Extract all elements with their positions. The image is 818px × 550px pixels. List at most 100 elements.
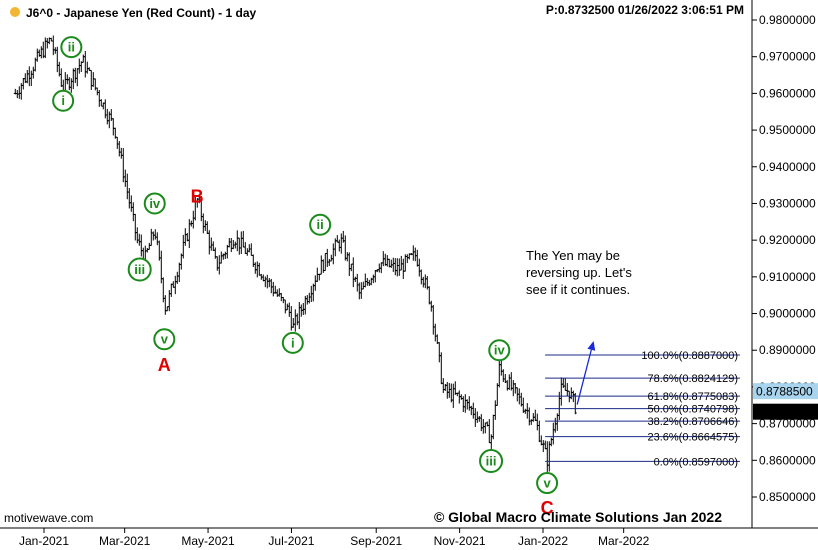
ohlc-bar — [239, 231, 243, 255]
x-tick-label: Nov-2021 — [434, 534, 486, 548]
ohlc-bar — [177, 262, 181, 283]
ohlc-bar — [223, 251, 227, 259]
y-tick-label: 0.9600000 — [759, 86, 816, 100]
ohlc-bar — [21, 78, 25, 90]
ohlc-bar — [287, 302, 291, 317]
ohlc-bar — [379, 262, 383, 274]
ohlc-bar — [249, 243, 253, 256]
ohlc-bar — [255, 261, 259, 278]
ohlc-bar — [351, 257, 355, 288]
ohlc-bar — [257, 262, 261, 276]
y-tick-label: 0.9400000 — [759, 160, 816, 174]
ohlc-bar — [543, 440, 547, 450]
ohlc-bar — [35, 48, 39, 62]
ohlc-bar — [429, 300, 433, 312]
ohlc-bar — [507, 374, 511, 390]
ohlc-bar — [237, 237, 241, 255]
ohlc-bar — [135, 227, 139, 244]
ohlc-bar — [553, 417, 557, 433]
ohlc-bar — [79, 61, 83, 72]
price-axis[interactable]: 0.9800000 0.9700000 0.9600000 0.9500000 0.94… — [752, 13, 818, 504]
ohlc-bar — [345, 252, 349, 262]
ohlc-bar — [125, 173, 129, 200]
ohlc-bar — [437, 342, 441, 363]
wave-label-circle — [143, 192, 166, 215]
ohlc-bar — [175, 271, 179, 284]
ohlc-bar — [251, 254, 255, 267]
annotation-line-2: reversing up. Let's — [526, 265, 632, 280]
ohlc-bar — [295, 313, 299, 326]
ohlc-bar — [363, 273, 367, 288]
wave-label-circle — [488, 339, 511, 362]
ohlc-bar — [147, 242, 151, 250]
y-tick-label: 0.8600000 — [759, 453, 816, 467]
fib-level-label: 50.0%(0.8740798) — [647, 404, 738, 416]
wave-label: i — [291, 335, 295, 350]
ohlc-bar — [133, 213, 137, 241]
ohlc-bar — [203, 220, 207, 231]
wave-label: iv — [149, 196, 161, 211]
ohlc-bar — [541, 440, 545, 453]
ohlc-bar — [343, 235, 347, 261]
ohlc-bar — [31, 66, 35, 79]
ohlc-bar — [505, 380, 509, 391]
fib-level-label: 100.0%(0.8887000) — [641, 350, 738, 362]
status-dot-icon — [10, 7, 20, 17]
ohlc-bar — [367, 279, 371, 287]
ohlc-bar — [373, 269, 377, 283]
ohlc-bar — [547, 441, 551, 472]
ohlc-bar — [211, 241, 215, 251]
ohlc-bar — [51, 35, 55, 56]
ohlc-bar — [219, 251, 223, 264]
ohlc-bar — [397, 258, 401, 276]
fib-level-label: 78.6%(0.8824129) — [647, 373, 738, 385]
ohlc-bar — [269, 278, 273, 294]
ohlc-bar — [347, 252, 351, 277]
ohlc-bar — [75, 68, 79, 87]
ohlc-bar — [353, 276, 357, 282]
ohlc-bar — [245, 248, 249, 256]
ohlc-bar — [217, 255, 221, 275]
ohlc-bar — [305, 295, 309, 305]
ohlc-bar — [477, 416, 481, 422]
ohlc-bar — [227, 237, 231, 248]
time-axis[interactable]: Jan-2021 Mar-2021 May-2021 Jul-2021 Sep-2021… — [19, 528, 650, 548]
ohlc-bar — [191, 210, 195, 229]
wave-label: v — [543, 476, 551, 491]
ohlc-bar — [433, 323, 437, 342]
ohlc-bar — [247, 244, 251, 253]
ohlc-bar — [517, 388, 521, 405]
ohlc-bar — [271, 281, 275, 297]
ohlc-bar — [539, 435, 543, 446]
ohlc-bar — [17, 86, 21, 99]
ohlc-bar — [533, 409, 537, 421]
wave-label-circle — [309, 213, 332, 236]
ohlc-bar — [183, 228, 187, 246]
ohlc-bar — [73, 67, 77, 84]
ohlc-bar — [523, 408, 527, 414]
x-tick-label: Jan-2022 — [518, 534, 568, 548]
ohlc-bar — [137, 233, 141, 246]
ohlc-bar — [267, 278, 271, 288]
fib-level-label: 38.2%(0.8706646) — [647, 416, 738, 428]
ohlc-bar — [465, 399, 469, 410]
abc-wave-label: B — [191, 186, 204, 206]
ohlc-bar — [241, 230, 245, 248]
ohlc-bar — [537, 420, 541, 443]
ohlc-bar — [441, 378, 445, 393]
wave-label-circle — [281, 331, 304, 354]
wave-label-circle — [536, 472, 559, 495]
wave-label: v — [161, 332, 169, 347]
wave-label: iii — [134, 262, 145, 277]
ohlc-bar — [111, 118, 115, 136]
ohlc-bar — [565, 382, 569, 397]
y-tick-label: 0.8500000 — [759, 490, 816, 504]
ohlc-bar — [149, 228, 153, 246]
ohlc-bar — [127, 188, 131, 209]
ohlc-bar — [361, 281, 365, 290]
x-tick-label: Jul-2021 — [268, 534, 314, 548]
ohlc-bar — [399, 255, 403, 271]
ohlc-bar — [327, 258, 331, 266]
ohlc-bar — [365, 277, 369, 286]
